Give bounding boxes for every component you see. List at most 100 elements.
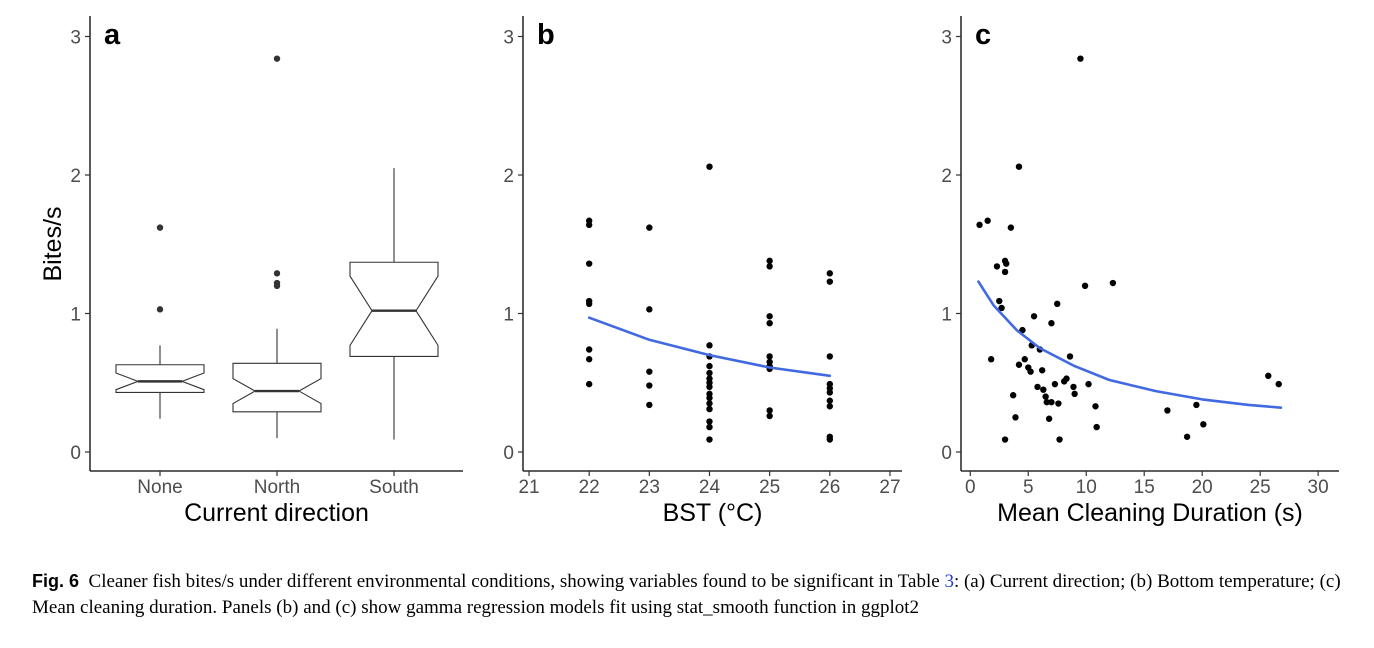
x-axis-title: BST (°C) <box>663 499 763 527</box>
data-point <box>826 270 834 277</box>
data-point <box>1077 55 1084 62</box>
data-point <box>998 304 1005 312</box>
x-axis-title: Current direction <box>184 499 369 527</box>
panel-label: c <box>975 19 991 51</box>
data-point <box>1009 392 1017 399</box>
data-point <box>706 436 713 443</box>
data-point <box>1043 398 1051 406</box>
data-point <box>1085 380 1092 388</box>
data-point <box>706 423 713 431</box>
data-point <box>706 383 713 391</box>
data-point <box>766 353 773 360</box>
data-point <box>1275 380 1282 388</box>
data-point <box>646 306 653 313</box>
y-tick-label: 3 <box>70 28 81 49</box>
outlier-point <box>273 55 281 62</box>
caption-table-ref[interactable]: 3 <box>944 571 954 592</box>
notched-box <box>232 362 322 413</box>
y-tick-label: 0 <box>70 443 81 464</box>
data-point <box>706 400 713 407</box>
data-point <box>585 346 593 353</box>
data-point <box>1054 300 1061 308</box>
x-tick-label: 15 <box>1134 477 1155 498</box>
data-point <box>585 300 593 308</box>
data-point <box>1040 386 1047 393</box>
data-point <box>766 319 773 327</box>
panel-c: 0 1 2 3 c Mean Cleaning Duration (s) 0 5 10 15 20 2… <box>941 16 1339 527</box>
x-tick-label: North <box>254 477 300 498</box>
x-tick-label: 25 <box>759 477 780 498</box>
data-point <box>1012 414 1019 421</box>
caption-text-before: Cleaner fish bites/s under different env… <box>88 571 945 592</box>
data-point <box>1034 383 1041 391</box>
x-tick-label: 27 <box>879 477 900 498</box>
data-point <box>1093 423 1100 431</box>
data-point <box>1063 375 1070 382</box>
data-point <box>1027 368 1034 375</box>
data-point <box>1048 398 1055 406</box>
y-tick-label: 2 <box>941 166 952 187</box>
data-point <box>1045 415 1053 422</box>
data-point <box>766 412 773 420</box>
y-tick-label: 0 <box>503 443 514 464</box>
x-tick-label: South <box>369 477 419 498</box>
data-point <box>1015 361 1023 368</box>
caption-label: Fig. 6 <box>32 571 80 591</box>
data-point <box>766 313 773 320</box>
x-tick-label: 25 <box>1250 477 1271 498</box>
data-point <box>1056 436 1063 443</box>
data-point <box>826 403 834 410</box>
data-point <box>1200 421 1207 428</box>
x-tick-label: 21 <box>518 477 539 498</box>
notched-box <box>349 261 439 357</box>
box-none <box>115 224 205 419</box>
y-tick-label: 2 <box>503 166 514 187</box>
x-tick-label: 22 <box>579 477 600 498</box>
data-point <box>1048 319 1055 327</box>
data-point <box>1265 372 1272 380</box>
x-tick-label: 30 <box>1308 477 1329 498</box>
data-point <box>706 163 713 170</box>
data-point <box>1003 260 1010 267</box>
data-point <box>1070 383 1077 391</box>
data-point <box>1055 400 1062 407</box>
data-point <box>766 257 773 265</box>
panel-label: b <box>537 19 555 51</box>
data-point <box>1164 407 1171 414</box>
y-axis-title: Bites/s <box>39 206 67 281</box>
x-tick-label: 0 <box>965 477 976 498</box>
y-tick-label: 1 <box>941 305 952 326</box>
data-point <box>706 362 713 370</box>
data-point <box>1081 282 1089 289</box>
data-point <box>1038 367 1046 374</box>
x-tick-label: None <box>137 477 182 498</box>
data-point <box>646 401 653 409</box>
y-tick-label: 2 <box>70 166 81 187</box>
data-point <box>1051 380 1059 388</box>
data-point <box>826 436 834 443</box>
x-axis-title: Mean Cleaning Duration (s) <box>997 499 1303 527</box>
data-point <box>585 221 593 229</box>
data-point <box>1109 279 1117 287</box>
data-point <box>585 356 593 363</box>
x-tick-label: 24 <box>699 477 721 498</box>
data-point <box>1001 436 1009 443</box>
data-point <box>1071 390 1078 398</box>
data-point <box>987 356 995 363</box>
y-tick-label: 0 <box>941 443 952 464</box>
figure-caption: Fig. 6 Cleaner fish bites/s under differ… <box>32 568 1352 621</box>
caption-text-after: : (a) Current direction; (b) Bottom temp… <box>32 571 1341 618</box>
fit-curve <box>977 280 1283 409</box>
data-point <box>826 397 834 404</box>
data-point <box>1007 224 1015 231</box>
data-point <box>706 405 713 413</box>
panel-a: 0 1 2 3 a Current direction Bites/s None North So… <box>39 16 463 527</box>
data-point <box>1042 393 1049 400</box>
data-point <box>766 263 773 270</box>
data-point <box>1021 356 1028 363</box>
data-point <box>1066 353 1074 360</box>
data-point <box>826 353 834 360</box>
data-point <box>706 394 713 402</box>
